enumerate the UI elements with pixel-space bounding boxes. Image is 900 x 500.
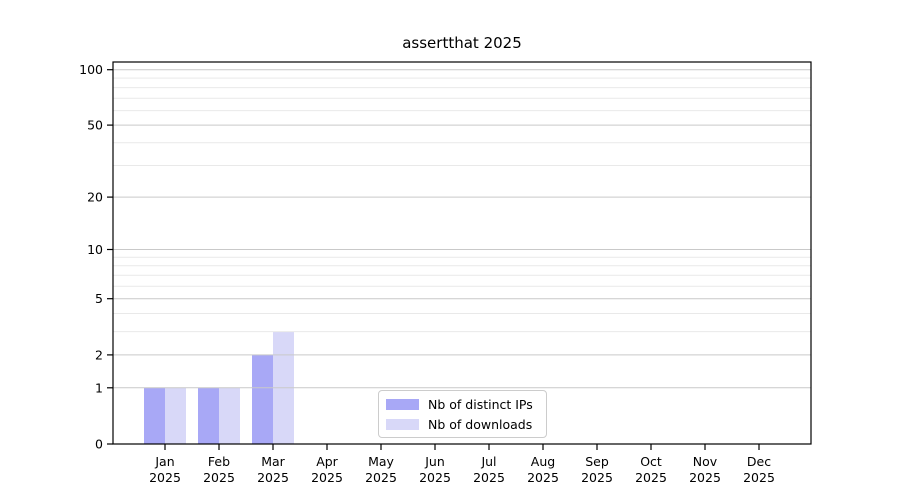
bar-distinct-ips-feb <box>198 387 219 444</box>
x-tick-label-year: 2025 <box>689 470 721 485</box>
x-tick-label-year: 2025 <box>203 470 235 485</box>
x-tick-label-year: 2025 <box>743 470 775 485</box>
y-tick-label: 0 <box>95 437 103 452</box>
x-tick-label-year: 2025 <box>473 470 505 485</box>
x-tick-label-month: Jun <box>424 454 445 469</box>
bar-downloads-feb <box>219 387 240 444</box>
x-tick-label-month: Dec <box>747 454 771 469</box>
legend-label-downloads: Nb of downloads <box>428 416 533 432</box>
x-tick-label-year: 2025 <box>635 470 667 485</box>
x-tick-label-month: Oct <box>640 454 662 469</box>
x-tick-label-month: Apr <box>316 454 338 469</box>
y-tick-label: 20 <box>87 190 103 205</box>
y-tick-label: 100 <box>79 62 103 77</box>
x-tick-label-year: 2025 <box>419 470 451 485</box>
y-tick-label: 5 <box>95 291 103 306</box>
legend-item-downloads: Nb of downloads <box>386 416 539 433</box>
legend-swatch-downloads <box>386 418 419 430</box>
y-tick-label: 1 <box>95 380 103 395</box>
x-tick-label-month: Jan <box>154 454 174 469</box>
x-tick-label-month: Feb <box>208 454 230 469</box>
x-tick-label-month: May <box>368 454 394 469</box>
y-tick-label: 50 <box>87 118 103 133</box>
y-tick-label: 2 <box>95 347 103 362</box>
bar-downloads-jan <box>165 387 186 444</box>
legend-label-distinct-ips: Nb of distinct IPs <box>428 396 533 412</box>
x-tick-label-month: Aug <box>531 454 555 469</box>
x-tick-label-year: 2025 <box>527 470 559 485</box>
legend: Nb of distinct IPs Nb of downloads <box>378 390 547 438</box>
bar-distinct-ips-mar <box>252 354 273 444</box>
bar-distinct-ips-jan <box>144 387 165 444</box>
y-tick-label: 10 <box>87 242 103 257</box>
legend-swatch-distinct-ips <box>386 398 419 410</box>
plot-border <box>112 61 812 445</box>
x-tick-label-month: Mar <box>261 454 285 469</box>
x-tick-label-year: 2025 <box>311 470 343 485</box>
x-tick-label-year: 2025 <box>149 470 181 485</box>
x-tick-label-month: Sep <box>585 454 609 469</box>
x-tick-label-year: 2025 <box>581 470 613 485</box>
x-tick-label-month: Nov <box>693 454 718 469</box>
x-tick-label-year: 2025 <box>257 470 289 485</box>
x-tick-label-month: Jul <box>480 454 496 469</box>
chart-title: assertthat 2025 <box>402 34 522 52</box>
legend-item-distinct-ips: Nb of distinct IPs <box>386 396 539 413</box>
x-tick-label-year: 2025 <box>365 470 397 485</box>
